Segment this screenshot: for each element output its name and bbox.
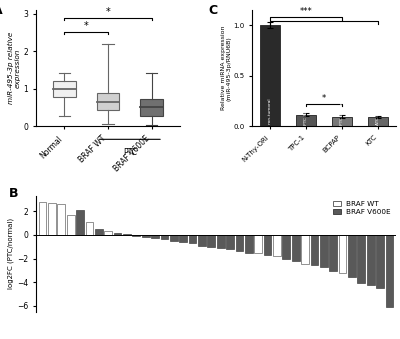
- Y-axis label: Relative miRNA expression
(miR-495-3p/RNU6B): Relative miRNA expression (miR-495-3p/RN…: [221, 26, 232, 111]
- Bar: [226, 235, 234, 250]
- Bar: [208, 235, 215, 247]
- Bar: [367, 235, 374, 285]
- Bar: [151, 235, 159, 238]
- Bar: [236, 235, 243, 251]
- Bar: [76, 210, 84, 235]
- Bar: [264, 235, 272, 255]
- Bar: [97, 93, 119, 111]
- Text: PTC Fusion: PTC Fusion: [304, 101, 308, 125]
- Bar: [67, 215, 74, 235]
- Bar: [132, 235, 140, 236]
- Bar: [310, 235, 318, 265]
- Text: B: B: [9, 186, 18, 200]
- Bar: [217, 235, 224, 248]
- Text: *: *: [84, 21, 88, 31]
- Text: non-tumoral: non-tumoral: [268, 98, 272, 124]
- Bar: [358, 235, 365, 282]
- Bar: [142, 235, 150, 237]
- Bar: [170, 235, 178, 241]
- Bar: [339, 235, 346, 273]
- Bar: [53, 81, 76, 97]
- Bar: [348, 235, 356, 277]
- Bar: [301, 235, 309, 263]
- Y-axis label: log2FC (PTC/normal): log2FC (PTC/normal): [8, 218, 14, 290]
- Bar: [254, 235, 262, 253]
- Text: PTC: PTC: [123, 147, 137, 157]
- Text: ***: ***: [300, 7, 312, 16]
- Text: *: *: [322, 94, 326, 103]
- Bar: [329, 235, 337, 271]
- Bar: [48, 203, 56, 235]
- Bar: [58, 204, 65, 235]
- Text: A: A: [0, 4, 2, 17]
- Bar: [245, 235, 253, 253]
- Bar: [376, 235, 384, 288]
- Bar: [104, 231, 112, 235]
- Bar: [189, 235, 196, 243]
- Bar: [282, 235, 290, 259]
- Bar: [123, 234, 131, 235]
- Bar: [296, 115, 316, 126]
- Bar: [260, 25, 280, 126]
- Bar: [39, 202, 46, 235]
- Bar: [114, 233, 122, 235]
- Text: PTC BRAFmut: PTC BRAFmut: [340, 96, 344, 125]
- Text: *: *: [106, 6, 110, 17]
- Bar: [292, 235, 300, 261]
- Text: C: C: [209, 4, 218, 17]
- Bar: [160, 235, 168, 239]
- Legend: BRAF WT, BRAF V600E: BRAF WT, BRAF V600E: [332, 199, 392, 216]
- Bar: [179, 235, 187, 242]
- Bar: [86, 222, 93, 235]
- Bar: [386, 235, 393, 307]
- Bar: [198, 235, 206, 246]
- Text: ATC BRAFmut: ATC BRAFmut: [376, 96, 380, 125]
- Bar: [368, 117, 388, 126]
- Bar: [332, 117, 352, 126]
- Bar: [140, 99, 163, 116]
- Bar: [320, 235, 328, 267]
- Y-axis label: miR-495-3p relative
expression: miR-495-3p relative expression: [8, 32, 21, 104]
- Bar: [273, 235, 281, 257]
- Bar: [95, 229, 103, 235]
